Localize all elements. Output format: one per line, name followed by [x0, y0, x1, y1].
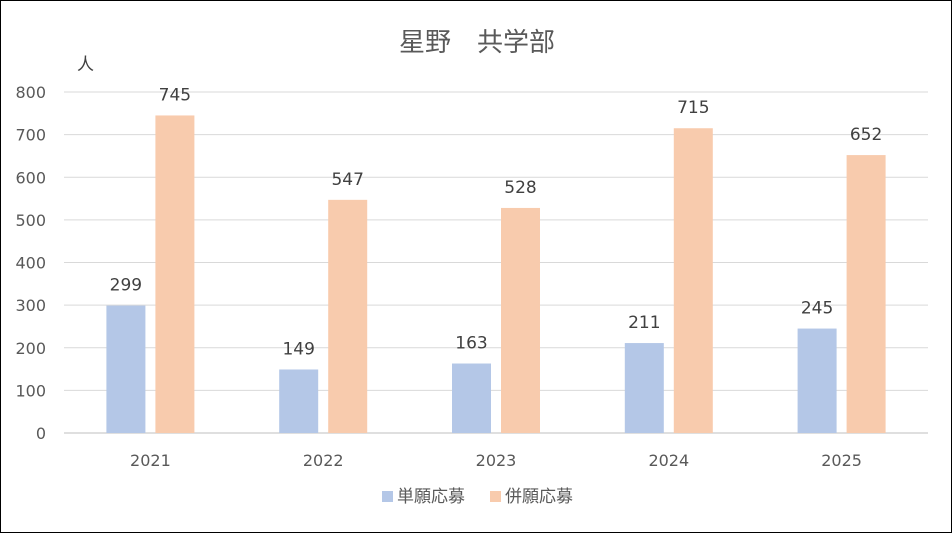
y-tick-label: 600	[15, 168, 46, 187]
data-label: 149	[282, 339, 314, 359]
data-label: 245	[801, 299, 833, 319]
bar-heigan-2021	[155, 115, 195, 433]
y-tick-label: 400	[15, 254, 46, 273]
y-tick-label: 300	[15, 296, 46, 315]
y-axis-ticks: 0 100 200 300 400 500 600 700 800	[15, 83, 46, 443]
bar-heigan-2022	[328, 199, 368, 433]
y-tick-label: 100	[15, 381, 46, 400]
data-label: 211	[628, 313, 660, 333]
legend: 単願応募 併願応募	[382, 487, 573, 507]
legend-swatch	[490, 491, 501, 502]
x-tick-label: 2021	[130, 451, 171, 470]
data-labels: 299 745 149 547 163 528 211 715 245 652	[110, 85, 883, 359]
y-tick-label: 200	[15, 339, 46, 358]
x-tick-label: 2024	[648, 451, 689, 470]
y-tick-label: 700	[15, 126, 46, 145]
bar-tangan-2021	[106, 305, 146, 433]
y-tick-label: 800	[15, 83, 46, 102]
bar-tangan-2023	[452, 363, 491, 433]
legend-label: 併願応募	[505, 487, 573, 507]
x-tick-label: 2025	[821, 451, 862, 470]
data-label: 299	[110, 276, 142, 296]
bar-tangan-2022	[279, 369, 319, 433]
legend-swatch	[382, 491, 393, 502]
y-axis-unit: 人	[77, 55, 94, 75]
data-label: 745	[159, 85, 191, 105]
data-label: 652	[850, 125, 882, 145]
bar-heigan-2024	[673, 128, 713, 433]
data-label: 547	[331, 170, 363, 190]
bar-heigan-2025	[846, 155, 886, 433]
gridlines	[64, 91, 928, 434]
data-label: 528	[504, 178, 536, 198]
legend-label: 単願応募	[397, 487, 465, 507]
data-label: 715	[677, 98, 709, 118]
x-axis-ticks: 2021 2022 2023 2024 2025	[130, 451, 862, 470]
data-label: 163	[455, 334, 487, 354]
chart-title: 星野 共学部	[399, 28, 555, 58]
y-tick-label: 0	[36, 424, 46, 443]
bar-tangan-2024	[624, 343, 664, 433]
bars	[106, 115, 886, 433]
x-tick-label: 2023	[476, 451, 517, 470]
bar-heigan-2023	[501, 207, 540, 433]
y-tick-label: 500	[15, 211, 46, 230]
bar-tangan-2025	[797, 328, 837, 433]
x-tick-label: 2022	[303, 451, 344, 470]
